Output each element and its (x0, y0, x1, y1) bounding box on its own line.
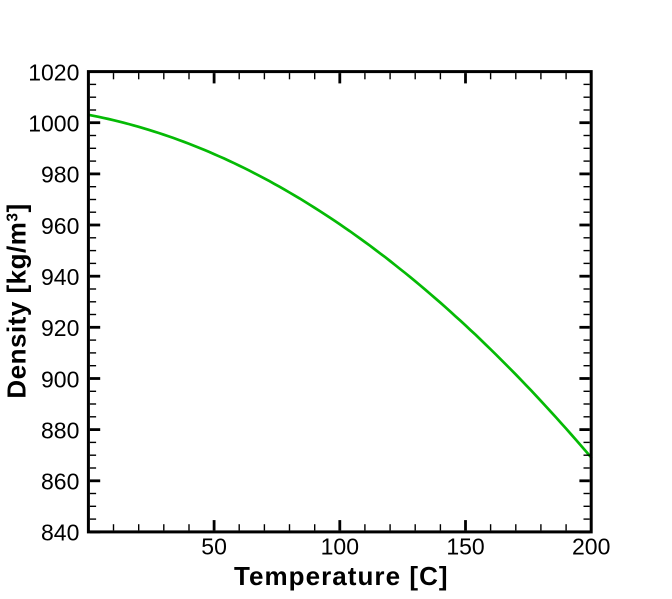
svg-text:880: 880 (41, 417, 79, 443)
svg-text:940: 940 (41, 264, 79, 290)
svg-text:200: 200 (572, 534, 610, 560)
svg-text:900: 900 (41, 366, 79, 392)
svg-text:50: 50 (201, 534, 227, 560)
svg-text:150: 150 (446, 534, 484, 560)
svg-text:Density [kg/m3]: Density [kg/m3] (2, 203, 32, 398)
svg-text:960: 960 (41, 213, 79, 239)
svg-text:860: 860 (41, 469, 79, 495)
svg-text:840: 840 (41, 520, 79, 546)
svg-text:1020: 1020 (28, 59, 79, 85)
svg-text:Temperature [C]: Temperature [C] (234, 561, 449, 591)
svg-text:1000: 1000 (28, 111, 79, 137)
svg-text:980: 980 (41, 162, 79, 188)
svg-text:920: 920 (41, 315, 79, 341)
svg-text:100: 100 (321, 534, 359, 560)
